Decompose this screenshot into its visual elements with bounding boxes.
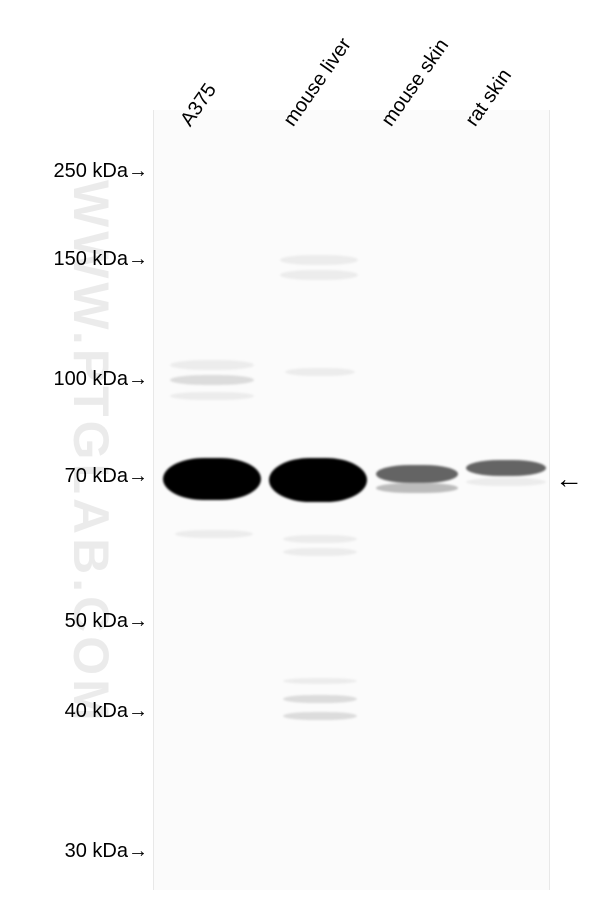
band (280, 270, 358, 280)
band (283, 695, 357, 703)
blot-membrane (153, 110, 550, 890)
band (170, 375, 254, 385)
band (285, 368, 355, 376)
marker-label: 100 kDa→ (54, 368, 149, 391)
band (283, 535, 357, 543)
band (170, 392, 254, 400)
band (163, 458, 261, 500)
marker-label: 50 kDa→ (65, 610, 148, 633)
band (283, 548, 357, 556)
band (376, 465, 458, 483)
marker-label: 250 kDa→ (54, 160, 149, 183)
band (283, 712, 357, 720)
band (283, 678, 357, 684)
band (175, 530, 253, 538)
band (466, 478, 546, 486)
band (376, 483, 458, 493)
marker-label: 70 kDa→ (65, 465, 148, 488)
marker-label: 30 kDa→ (65, 840, 148, 863)
figure-container: WWW.PTGLAB.COM A375 mouse liver mouse sk… (0, 0, 600, 903)
band (269, 458, 367, 502)
band (280, 255, 358, 265)
marker-label: 40 kDa→ (65, 700, 148, 723)
band (170, 360, 254, 370)
band (466, 460, 546, 476)
marker-label: 150 kDa→ (54, 248, 149, 271)
target-arrow-icon: ← (555, 463, 583, 495)
